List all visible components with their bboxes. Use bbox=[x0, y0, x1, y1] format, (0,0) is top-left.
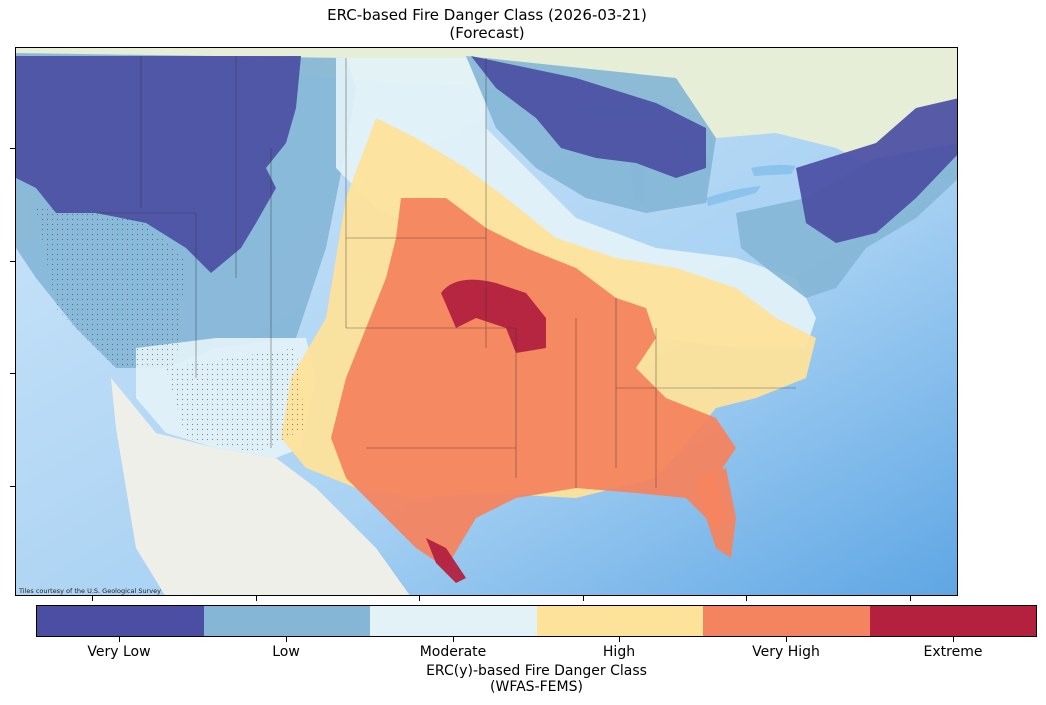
danger-very-low-northeast bbox=[796, 98, 957, 243]
danger-extreme-kansas bbox=[441, 279, 546, 353]
danger-extreme-texas bbox=[426, 538, 466, 583]
baja-land bbox=[128, 420, 221, 595]
y-axis-tick bbox=[10, 148, 15, 149]
x-axis-tick bbox=[910, 596, 911, 601]
y-axis-tick bbox=[10, 486, 15, 487]
colorbar-segment-very-low bbox=[37, 606, 204, 636]
colorbar-tick bbox=[286, 637, 287, 642]
colorbar-subtitle-line: (WFAS-FEMS) bbox=[490, 679, 583, 695]
y-axis-tick bbox=[10, 261, 15, 262]
danger-very-high-florida bbox=[696, 468, 736, 558]
y-axis-tick bbox=[10, 373, 15, 374]
x-axis-tick bbox=[583, 596, 584, 601]
colorbar-tick bbox=[453, 637, 454, 642]
colorbar-title: ERC(y)-based Fire Danger Class (WFAS-FEM… bbox=[36, 663, 1037, 695]
title-line: ERC-based Fire Danger Class (2026-03-21) bbox=[327, 6, 647, 24]
colorbar-segment-high bbox=[536, 606, 703, 636]
lake-erie bbox=[706, 186, 761, 206]
canada-land bbox=[16, 48, 957, 168]
fire-danger-map bbox=[16, 48, 957, 595]
colorbar-label-high: High bbox=[602, 644, 636, 660]
colorbar-tick bbox=[953, 637, 954, 642]
danger-very-low-upper-midwest bbox=[471, 56, 706, 178]
danger-very-low-northwest bbox=[16, 56, 301, 273]
colorbar-segment-moderate bbox=[370, 606, 537, 636]
colorbar-label-low: Low bbox=[272, 644, 300, 660]
x-axis-tick bbox=[746, 596, 747, 601]
map-title: ERC-based Fire Danger Class (2026-03-21)… bbox=[0, 6, 974, 42]
colorbar-label-very-low: Very Low bbox=[87, 644, 151, 660]
colorbar-segment-low bbox=[203, 606, 370, 636]
colorbar-segment-extreme bbox=[869, 606, 1036, 636]
x-axis-tick bbox=[419, 596, 420, 601]
lake-ontario bbox=[751, 164, 796, 176]
colorbar-label-extreme: Extreme bbox=[923, 644, 983, 660]
colorbar-tick bbox=[119, 637, 120, 642]
state-borders bbox=[96, 56, 796, 488]
colorbar-title-line: ERC(y)-based Fire Danger Class bbox=[426, 663, 647, 679]
basemap-attribution: Tiles courtesy of the U.S. Geological Su… bbox=[19, 587, 161, 595]
stipple-west bbox=[36, 208, 186, 368]
subtitle-line: (Forecast) bbox=[449, 24, 525, 42]
colorbar-segment-very-high bbox=[703, 606, 870, 636]
map-panel[interactable] bbox=[15, 47, 958, 596]
colorbar bbox=[36, 605, 1037, 637]
colorbar-tick bbox=[786, 637, 787, 642]
danger-very-high-core bbox=[331, 198, 736, 568]
colorbar-tick bbox=[619, 637, 620, 642]
x-axis-tick bbox=[256, 596, 257, 601]
colorbar-label-moderate: Moderate bbox=[419, 644, 487, 660]
x-axis-tick bbox=[92, 596, 93, 601]
colorbar-label-very-high: Very High bbox=[752, 644, 820, 660]
